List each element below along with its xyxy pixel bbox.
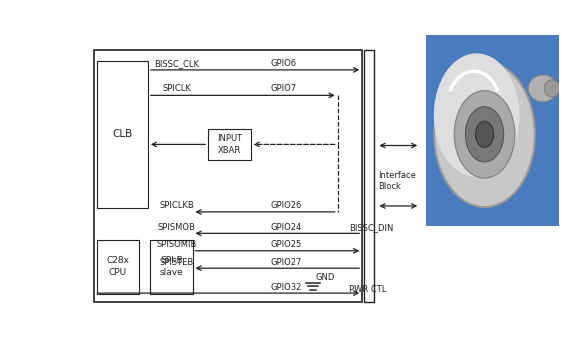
- Circle shape: [434, 62, 535, 207]
- Text: SPISTEB: SPISTEB: [160, 258, 194, 267]
- Text: INPUT
XBAR: INPUT XBAR: [217, 134, 242, 155]
- Circle shape: [454, 91, 515, 178]
- Text: PWR CTL: PWR CTL: [348, 285, 386, 294]
- Text: CLB: CLB: [112, 129, 132, 139]
- Ellipse shape: [544, 80, 560, 97]
- Text: Interface
Block: Interface Block: [378, 172, 416, 191]
- Text: BISSC_CLK: BISSC_CLK: [154, 59, 199, 68]
- Bar: [97, 240, 139, 294]
- Text: GPIO7: GPIO7: [271, 84, 297, 93]
- Text: GPIO26: GPIO26: [271, 201, 302, 210]
- Bar: [97, 61, 148, 208]
- Text: GPIO25: GPIO25: [271, 240, 302, 249]
- Text: SPICLKB: SPICLKB: [160, 201, 194, 210]
- Text: GPIO6: GPIO6: [271, 59, 297, 68]
- Text: GND: GND: [315, 272, 335, 282]
- Circle shape: [475, 121, 494, 148]
- Text: GPIO32: GPIO32: [271, 283, 302, 292]
- Text: C28x
CPU: C28x CPU: [106, 256, 129, 277]
- Text: SPISMOB: SPISMOB: [158, 223, 196, 232]
- Circle shape: [434, 53, 520, 177]
- Text: BISSC_DIN: BISSC_DIN: [348, 223, 393, 232]
- Text: SPISOMIB: SPISOMIB: [157, 240, 197, 249]
- Bar: [94, 50, 362, 302]
- Bar: [208, 129, 251, 160]
- Text: GPIO27: GPIO27: [271, 258, 302, 267]
- Text: SPICLK: SPICLK: [162, 84, 191, 93]
- Bar: [365, 50, 374, 302]
- Text: GPIO24: GPIO24: [271, 223, 302, 232]
- Bar: [150, 240, 192, 294]
- Circle shape: [465, 107, 503, 162]
- Text: SPI-B
slave: SPI-B slave: [160, 256, 183, 277]
- Ellipse shape: [528, 75, 558, 102]
